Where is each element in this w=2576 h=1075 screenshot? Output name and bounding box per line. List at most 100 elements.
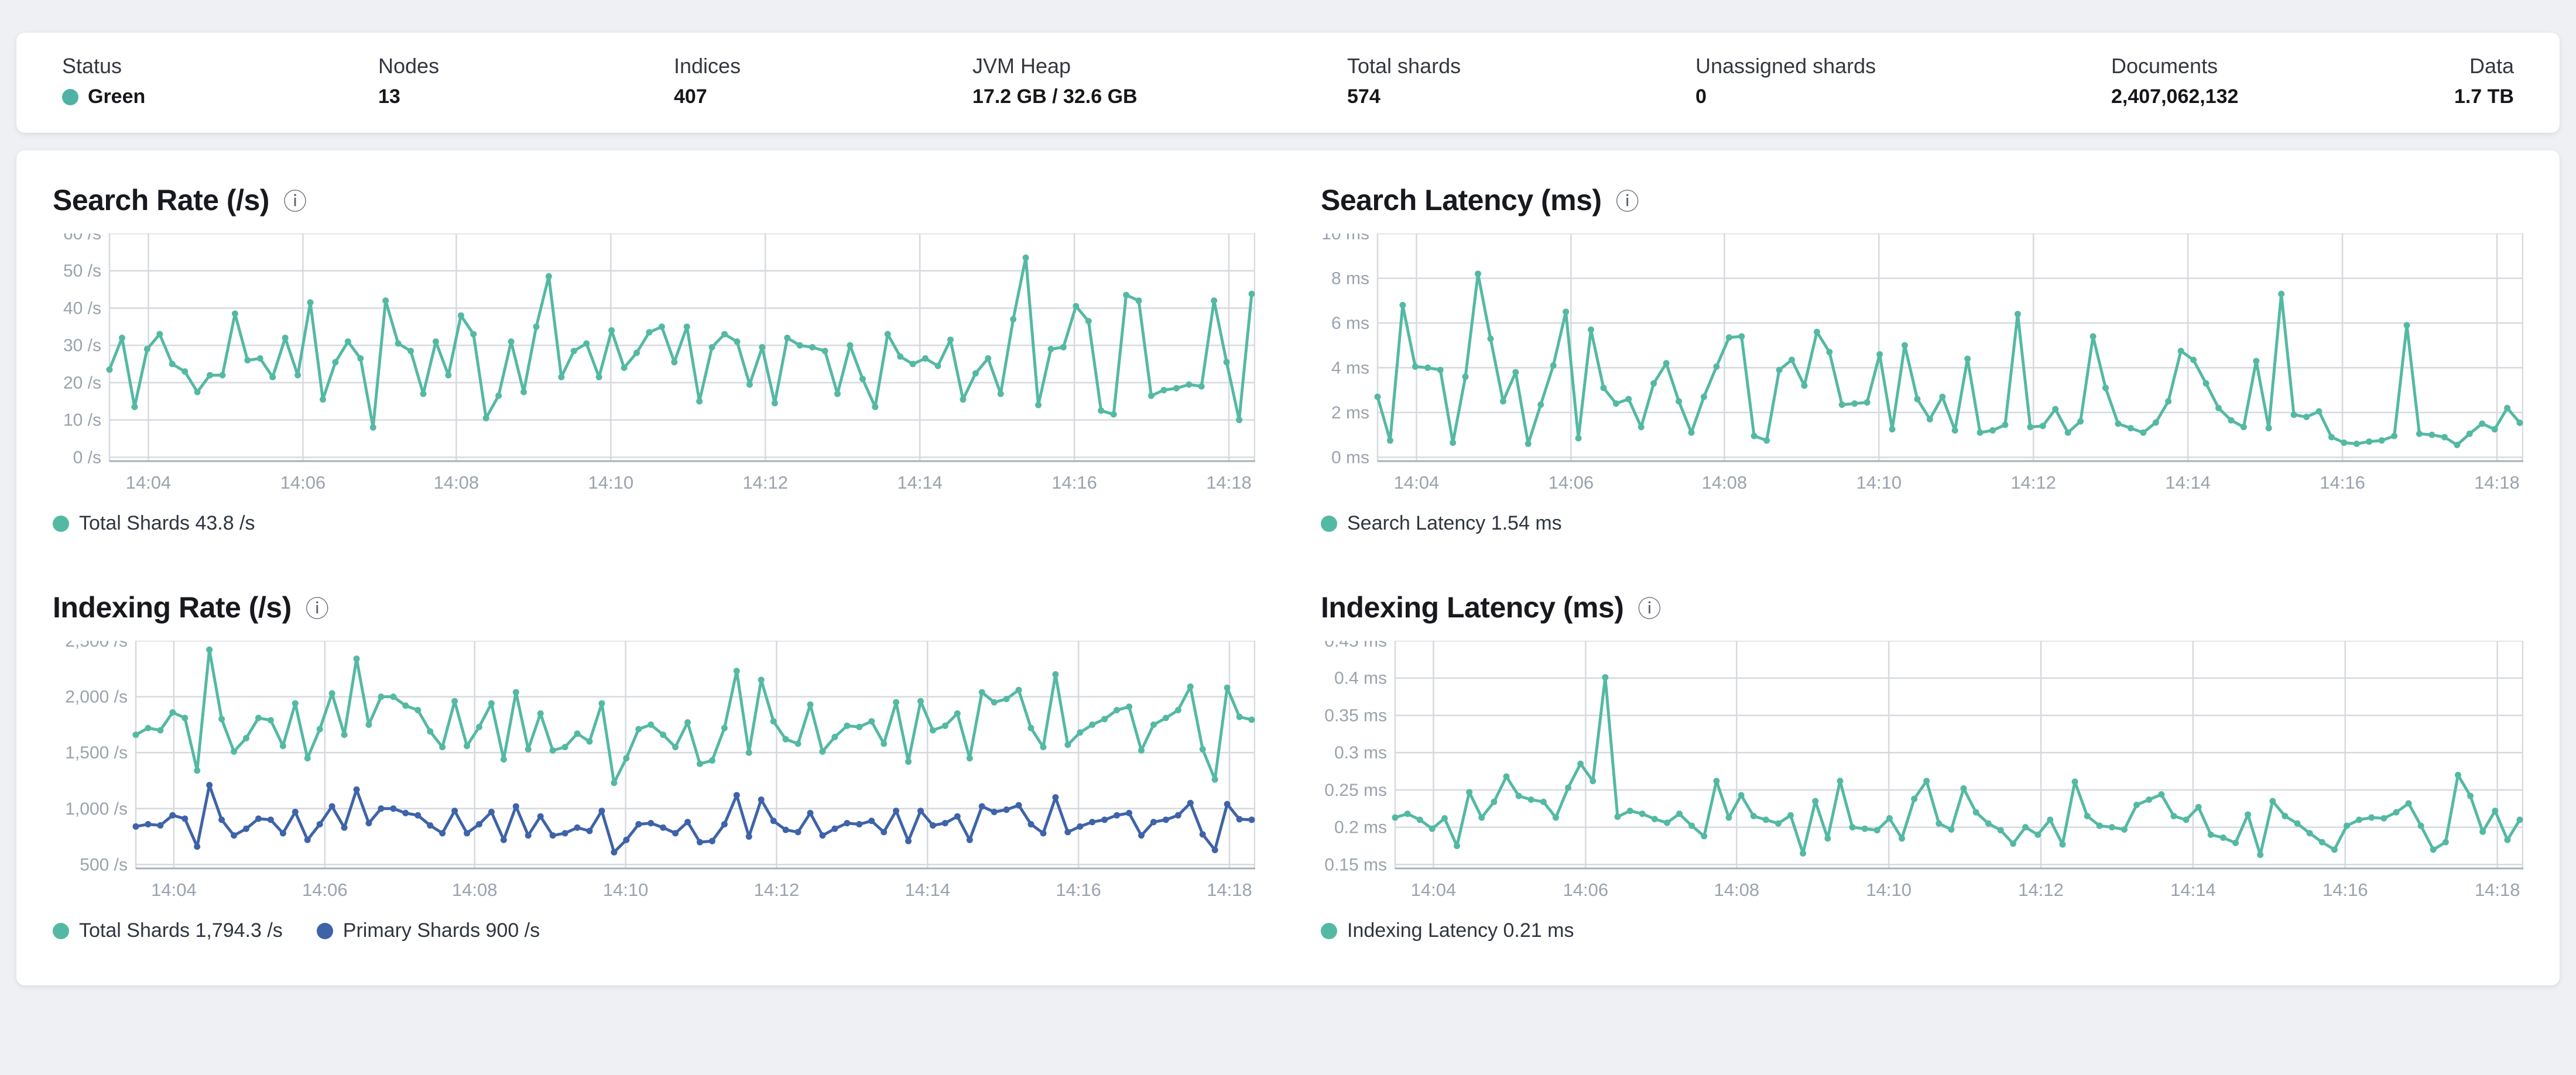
- svg-text:14:16: 14:16: [2320, 472, 2365, 493]
- svg-text:50 /s: 50 /s: [63, 262, 101, 281]
- svg-text:4 ms: 4 ms: [1331, 358, 1369, 377]
- legend-label: Total Shards 43.8 /s: [79, 512, 255, 534]
- svg-text:14:06: 14:06: [302, 880, 348, 900]
- stat-indices-value: 407: [674, 85, 707, 108]
- svg-text:0 ms: 0 ms: [1331, 448, 1369, 467]
- stat-status: Status Green: [62, 54, 378, 108]
- stat-status-value: Green: [88, 85, 146, 108]
- svg-text:14:10: 14:10: [1856, 472, 1902, 493]
- legend-dot-icon: [1321, 922, 1337, 939]
- stat-data-value: 1.7 TB: [2454, 85, 2514, 108]
- stat-data-label: Data: [2469, 54, 2514, 78]
- svg-text:14:14: 14:14: [905, 880, 950, 900]
- svg-text:10 /s: 10 /s: [63, 411, 101, 430]
- info-icon[interactable]: ⓘ: [1638, 596, 1662, 622]
- stat-documents: Documents 2,407,062,132: [2111, 54, 2454, 108]
- info-icon[interactable]: ⓘ: [305, 596, 329, 622]
- svg-text:14:04: 14:04: [1411, 880, 1457, 900]
- svg-text:14:08: 14:08: [1702, 472, 1748, 493]
- panel-indexing-rate-title: Indexing Rate (/s): [53, 591, 292, 624]
- legend-dot-icon: [1321, 515, 1337, 532]
- svg-text:14:14: 14:14: [2165, 472, 2211, 493]
- stat-documents-value: 2,407,062,132: [2111, 85, 2239, 108]
- svg-text:0.4 ms: 0.4 ms: [1334, 669, 1387, 688]
- svg-text:14:08: 14:08: [1714, 880, 1759, 900]
- indexing-rate-legend: Total Shards 1,794.3 /s Primary Shards 9…: [53, 919, 1255, 942]
- stat-data: Data 1.7 TB: [2454, 54, 2514, 108]
- svg-text:40 /s: 40 /s: [63, 298, 101, 318]
- svg-text:14:16: 14:16: [1056, 880, 1101, 900]
- svg-text:30 /s: 30 /s: [63, 336, 101, 355]
- svg-text:14:14: 14:14: [2170, 880, 2216, 900]
- search-rate-legend: Total Shards 43.8 /s: [53, 512, 1255, 535]
- svg-text:0.15 ms: 0.15 ms: [1324, 855, 1387, 874]
- stat-indices-label: Indices: [674, 54, 741, 78]
- svg-text:60 /s: 60 /s: [63, 233, 101, 243]
- legend-label: Search Latency 1.54 ms: [1347, 512, 1562, 534]
- svg-text:1,000 /s: 1,000 /s: [65, 799, 128, 819]
- indexing-latency-legend: Indexing Latency 0.21 ms: [1321, 919, 2523, 942]
- legend-label: Indexing Latency 0.21 ms: [1347, 919, 1574, 942]
- stat-nodes-label: Nodes: [378, 54, 440, 78]
- svg-text:0 /s: 0 /s: [73, 448, 101, 467]
- svg-text:14:18: 14:18: [2475, 880, 2520, 900]
- svg-text:14:12: 14:12: [754, 880, 800, 900]
- svg-text:2,500 /s: 2,500 /s: [65, 641, 128, 651]
- stat-total-shards: Total shards 574: [1347, 54, 1695, 108]
- legend-label: Primary Shards 900 /s: [342, 919, 540, 942]
- stat-status-label: Status: [62, 54, 122, 78]
- svg-text:14:12: 14:12: [2010, 472, 2056, 493]
- legend-dot-icon: [316, 922, 333, 939]
- svg-text:0.25 ms: 0.25 ms: [1324, 781, 1387, 800]
- indexing-latency-chart[interactable]: 0.15 ms 0.2 ms 0.25 ms 0.3 ms 0.35 ms 0.4 ms 0…: [1321, 631, 2524, 905]
- svg-text:500 /s: 500 /s: [80, 855, 128, 874]
- indexing-rate-chart[interactable]: 500 /s 1,000 /s 1,500 /s 2,000 /s 2,500 /s 14…: [53, 631, 1256, 905]
- panel-indexing-latency-title: Indexing Latency (ms): [1321, 591, 1624, 624]
- search-rate-chart[interactable]: 0 /s 10 /s 20 /s 30 /s 40 /s 50 /s 60 /s 14:04 1…: [53, 224, 1256, 498]
- info-icon[interactable]: ⓘ: [1615, 189, 1639, 215]
- panel-indexing-rate: Indexing Rate (/s) ⓘ 500 /s 1,000 /s 1,500…: [53, 590, 1256, 942]
- legend-dot-icon: [53, 515, 69, 532]
- stat-unassigned-shards-label: Unassigned shards: [1695, 54, 1876, 78]
- svg-text:14:14: 14:14: [897, 472, 943, 493]
- svg-text:14:04: 14:04: [126, 472, 172, 493]
- svg-text:14:06: 14:06: [280, 472, 326, 493]
- health-green-dot-icon: [62, 88, 78, 105]
- svg-text:14:04: 14:04: [1394, 472, 1440, 493]
- panel-search-latency-title: Search Latency (ms): [1321, 184, 1602, 217]
- svg-text:14:08: 14:08: [452, 880, 498, 900]
- cluster-summary-bar: Status Green Nodes 13 Indices 407 JVM He…: [16, 33, 2560, 133]
- stat-documents-label: Documents: [2111, 54, 2218, 78]
- svg-text:14:10: 14:10: [1866, 880, 1912, 900]
- svg-text:10 ms: 10 ms: [1321, 233, 1369, 243]
- svg-text:8 ms: 8 ms: [1331, 269, 1369, 288]
- stat-jvm-heap: JVM Heap 17.2 GB / 32.6 GB: [972, 54, 1347, 108]
- info-icon[interactable]: ⓘ: [283, 189, 307, 215]
- svg-text:14:06: 14:06: [1549, 472, 1594, 493]
- stat-indices: Indices 407: [674, 54, 972, 108]
- svg-text:2 ms: 2 ms: [1331, 403, 1369, 423]
- stat-total-shards-value: 574: [1347, 85, 1381, 108]
- legend-label: Total Shards 1,794.3 /s: [79, 919, 283, 942]
- metrics-charts-card: Search Rate (/s) ⓘ 0 /s 10 /s 20 /s 30 /s 40…: [16, 150, 2560, 985]
- svg-text:14:18: 14:18: [1206, 472, 1252, 493]
- panel-search-rate-title: Search Rate (/s): [53, 184, 269, 217]
- stat-nodes: Nodes 13: [378, 54, 674, 108]
- svg-text:14:10: 14:10: [588, 472, 634, 493]
- svg-text:14:12: 14:12: [2018, 880, 2064, 900]
- stat-jvm-heap-label: JVM Heap: [972, 54, 1071, 78]
- legend-dot-icon: [53, 922, 69, 939]
- svg-text:0.45 ms: 0.45 ms: [1324, 641, 1387, 651]
- svg-text:14:18: 14:18: [1207, 880, 1252, 900]
- svg-text:14:08: 14:08: [434, 472, 479, 493]
- svg-text:0.3 ms: 0.3 ms: [1334, 743, 1387, 763]
- stat-jvm-heap-value: 17.2 GB / 32.6 GB: [972, 85, 1138, 108]
- svg-text:14:16: 14:16: [2322, 880, 2368, 900]
- svg-text:14:12: 14:12: [742, 472, 788, 493]
- search-latency-chart[interactable]: 0 ms 2 ms 4 ms 6 ms 8 ms 10 ms 14:04 14:06 14:08…: [1321, 224, 2524, 498]
- svg-text:1,500 /s: 1,500 /s: [65, 743, 128, 763]
- svg-text:14:04: 14:04: [151, 880, 197, 900]
- svg-text:0.35 ms: 0.35 ms: [1324, 706, 1387, 725]
- svg-text:6 ms: 6 ms: [1331, 314, 1369, 333]
- svg-text:2,000 /s: 2,000 /s: [65, 688, 128, 707]
